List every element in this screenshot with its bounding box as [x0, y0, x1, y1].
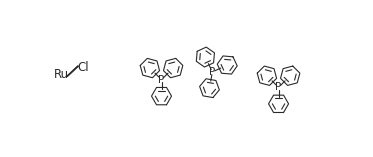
- Text: Cl: Cl: [77, 61, 89, 74]
- Text: P: P: [159, 75, 164, 85]
- Text: Ru: Ru: [54, 68, 69, 81]
- Text: P: P: [275, 82, 282, 92]
- Text: P: P: [209, 67, 216, 77]
